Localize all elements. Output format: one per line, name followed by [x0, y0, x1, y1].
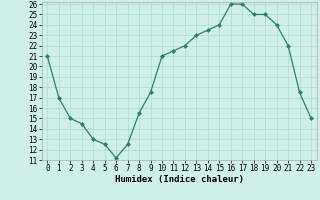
X-axis label: Humidex (Indice chaleur): Humidex (Indice chaleur) [115, 175, 244, 184]
